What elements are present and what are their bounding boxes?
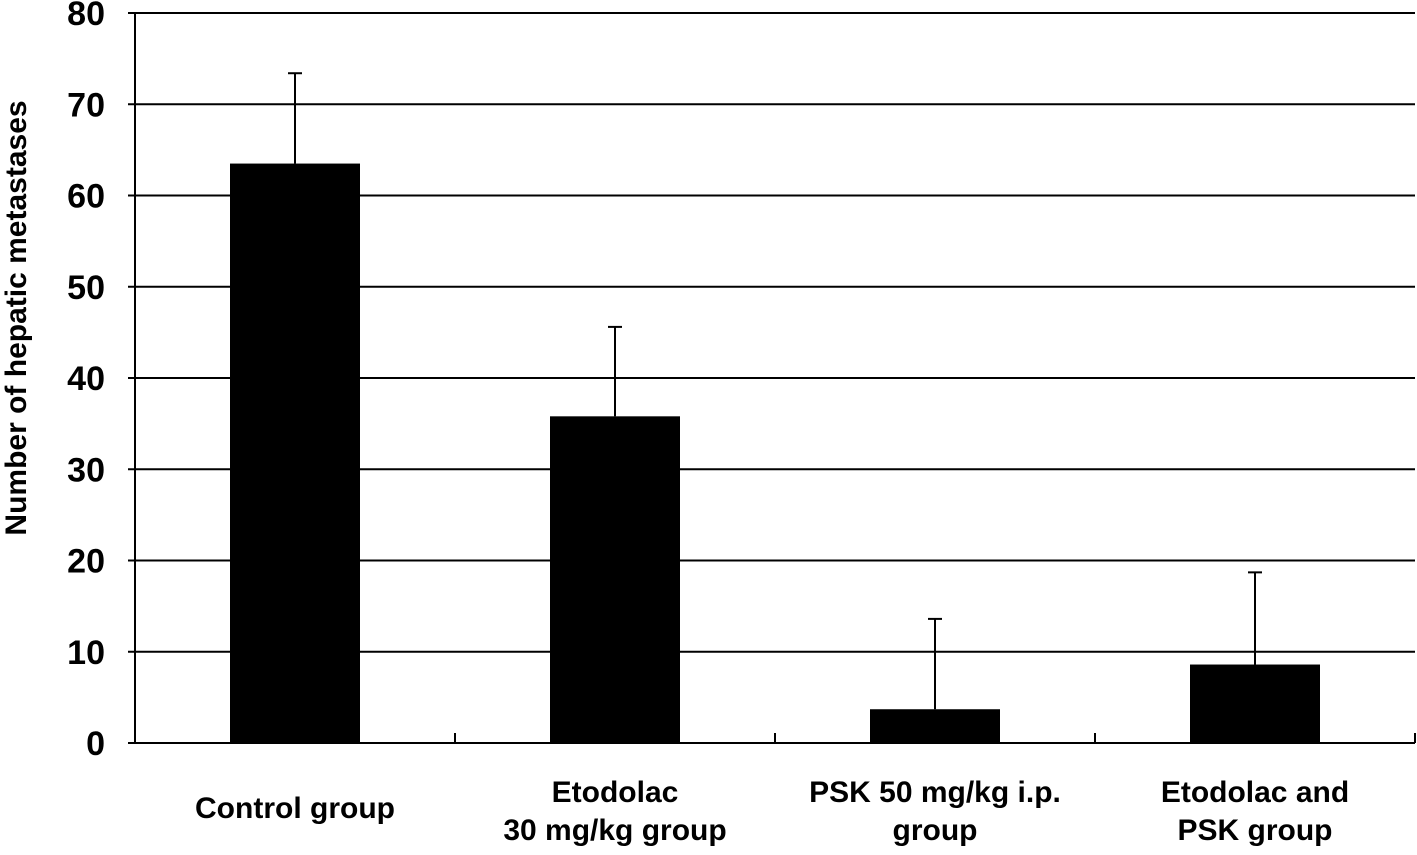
y-tick-label: 60 — [67, 178, 105, 216]
category-labels: Control group Etodolac 30 mg/kg group PSK 5… — [195, 776, 1349, 847]
y-tick-label: 10 — [67, 634, 105, 672]
category-label: Etodolac — [552, 776, 679, 809]
y-tick-label: 70 — [67, 86, 105, 124]
y-axis-title: Number of hepatic metastases — [0, 100, 33, 535]
bars — [230, 163, 1320, 743]
y-tick-label: 30 — [67, 451, 105, 489]
bar — [1190, 664, 1320, 743]
y-tick-label: 0 — [86, 725, 105, 763]
y-tick-label: 20 — [67, 543, 105, 581]
y-tick-label: 50 — [67, 269, 105, 307]
category-label: Control group — [195, 792, 395, 825]
category-label: 30 mg/kg group — [503, 814, 726, 847]
bar — [230, 163, 360, 743]
category-label: group — [893, 814, 978, 847]
x-tick-marks — [454, 733, 1416, 743]
category-label: Etodolac and — [1161, 776, 1349, 809]
y-tick-label: 40 — [67, 360, 105, 398]
error-bars — [288, 72, 1262, 710]
y-tick-label: 80 — [67, 0, 105, 33]
category-label: PSK 50 mg/kg i.p. — [809, 776, 1061, 809]
bar — [870, 709, 1000, 743]
bar — [550, 416, 680, 743]
category-label: PSK group — [1178, 814, 1333, 847]
y-tick-labels: 0 10 20 30 40 50 60 70 80 — [67, 0, 135, 763]
